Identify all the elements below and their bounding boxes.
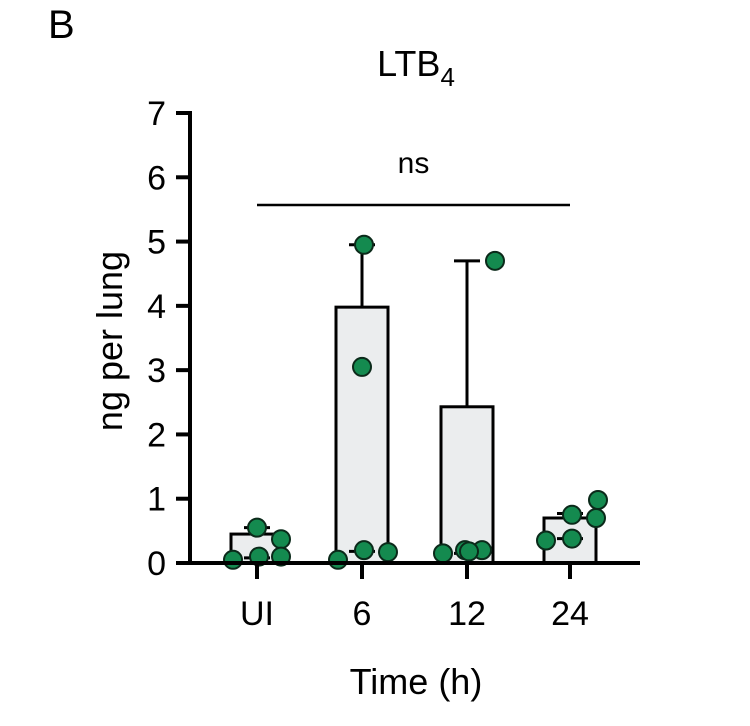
error-bars-layer	[244, 243, 583, 560]
point-6-2	[354, 540, 374, 561]
x-tick-label-12: 12	[448, 595, 486, 633]
bar-12	[439, 405, 495, 565]
x-tick-label-UI: UI	[240, 595, 274, 633]
point-24-4	[586, 508, 606, 528]
point-24-2	[562, 528, 582, 549]
x-tick-label-6: 6	[353, 595, 372, 633]
point-24-1	[536, 530, 556, 551]
panel-label: B	[48, 3, 75, 47]
bars-layer	[229, 305, 598, 565]
significance-layer: ns	[257, 147, 570, 207]
point-UI-3	[247, 517, 267, 538]
y-tick-label-5: 5	[147, 224, 166, 262]
y-tick-label-2: 2	[147, 416, 166, 454]
chart-title-subscript: 4	[440, 62, 454, 92]
x-tick-label-24: 24	[551, 595, 589, 633]
point-6-1	[328, 549, 348, 570]
y-tick-label-0: 0	[147, 545, 166, 583]
point-12-5	[485, 250, 505, 271]
y-tick-label-7: 7	[147, 95, 166, 133]
chart-title: LTB4	[377, 43, 455, 92]
points-layer	[223, 234, 608, 570]
point-12-1	[433, 543, 453, 564]
y-tick-label-3: 3	[147, 352, 166, 390]
point-24-3	[562, 504, 582, 525]
point-UI-1	[223, 549, 243, 570]
y-tick-label-4: 4	[147, 288, 166, 326]
point-UI-4	[271, 529, 291, 550]
x-axis-title: Time (h)	[350, 661, 483, 702]
point-12-4	[459, 541, 479, 562]
y-tick-label-6: 6	[147, 159, 166, 197]
y-axis-title: ng per lung	[89, 251, 130, 431]
chart-title-main: LTB	[377, 43, 440, 84]
bar-6	[334, 305, 390, 565]
point-6-5	[378, 542, 398, 563]
point-6-4	[354, 234, 374, 255]
point-24-5	[588, 490, 608, 510]
point-6-3	[352, 356, 372, 377]
y-tick-label-1: 1	[147, 481, 166, 519]
significance-label: ns	[398, 147, 430, 180]
